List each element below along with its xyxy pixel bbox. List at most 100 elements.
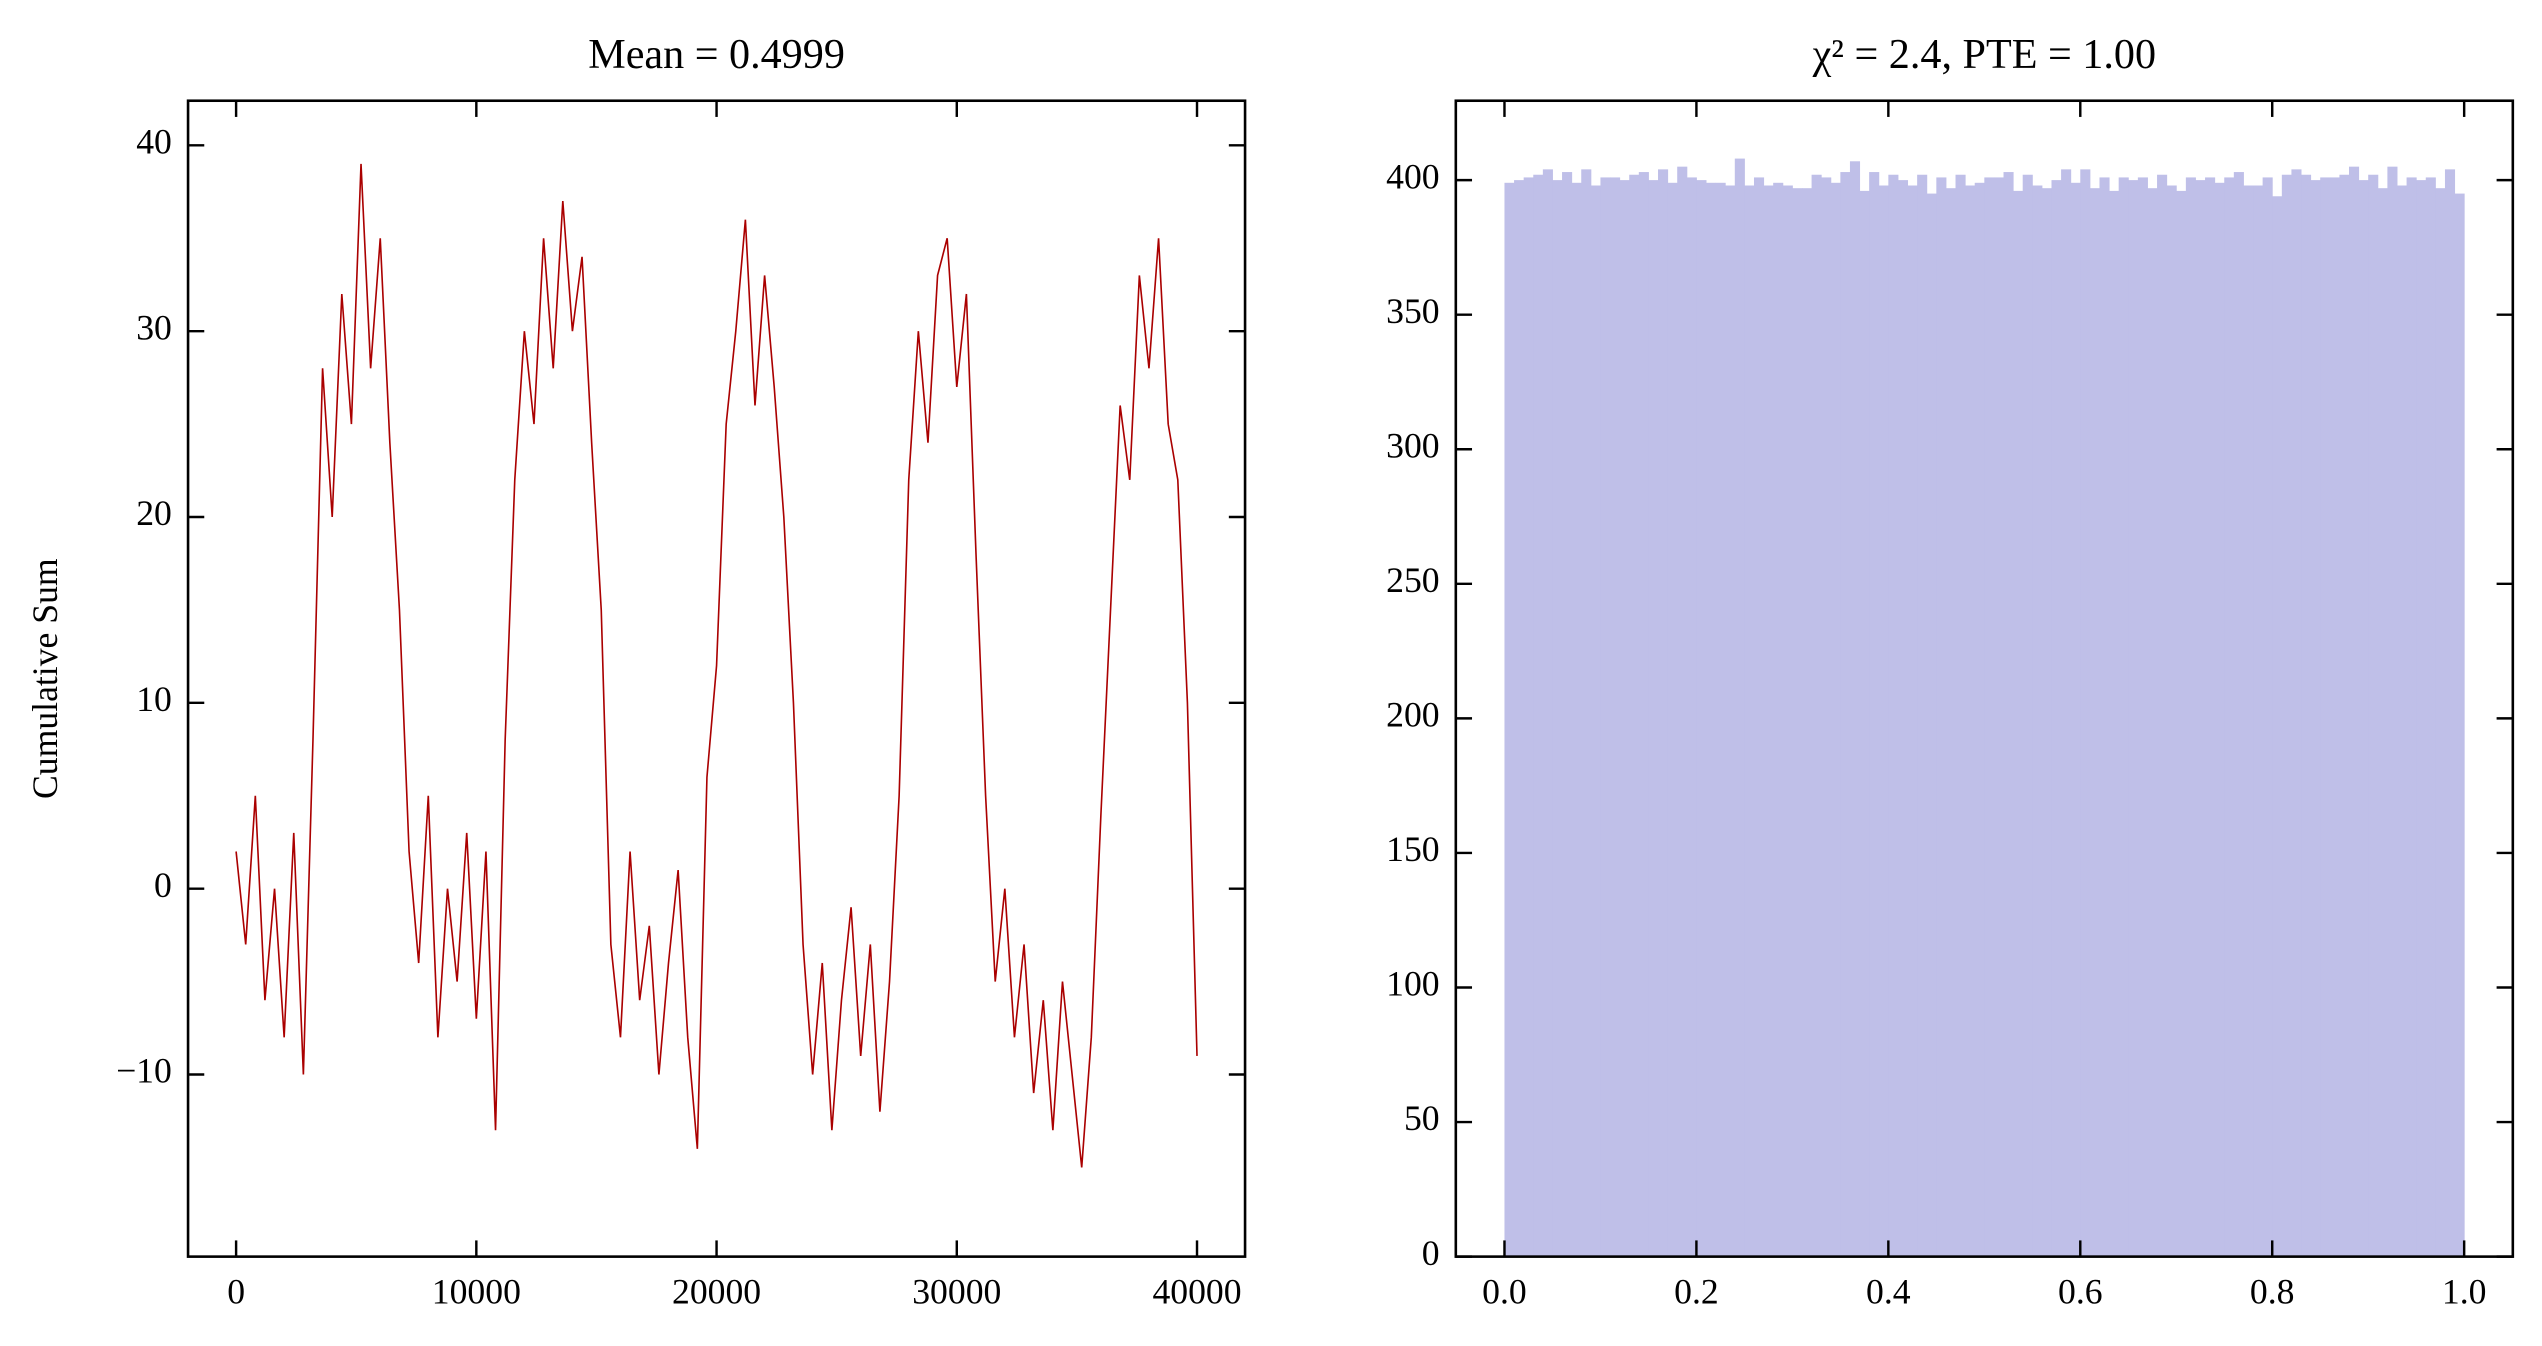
histogram-bar [1773, 182, 1784, 1257]
histogram-bar [2301, 174, 2312, 1257]
histogram-bar [1753, 177, 1765, 1257]
histogram-bar [2320, 177, 2331, 1257]
histogram-bar [1840, 172, 1851, 1257]
chart-title: χ² = 2.4, PTE = 1.00 [1812, 31, 2156, 78]
y-tick-label: 50 [1404, 1098, 1440, 1138]
x-tick-label: 0.6 [2058, 1272, 2103, 1312]
histogram-bar [2022, 174, 2033, 1257]
histogram-bar [2214, 182, 2225, 1257]
histogram-bar [2185, 177, 2196, 1257]
histogram-bar [1600, 177, 1611, 1257]
histogram-bar [1811, 174, 1822, 1257]
y-tick-label: 40 [136, 122, 172, 162]
histogram-bar [2041, 188, 2052, 1257]
histogram-bar [1533, 174, 1544, 1257]
histogram-bar [2137, 177, 2148, 1257]
y-tick-label: 400 [1386, 156, 1439, 196]
histogram-bar [1955, 174, 1966, 1257]
histogram-bar [2416, 180, 2427, 1257]
histogram-bar [2435, 188, 2446, 1257]
y-tick-label: 200 [1386, 695, 1439, 735]
histogram-bar [1936, 177, 1947, 1257]
x-tick-label: 30000 [912, 1272, 1001, 1312]
histogram-bar [1801, 188, 1813, 1257]
y-tick-label: 30 [136, 307, 172, 347]
histogram-bar [1715, 182, 1726, 1257]
histogram-bar [1993, 177, 2004, 1257]
histogram-bar [2339, 174, 2350, 1257]
histogram-bar [2444, 169, 2456, 1257]
histogram-bar [1686, 177, 1697, 1257]
y-tick-label: 10 [136, 679, 172, 719]
x-tick-label: 0.8 [2250, 1272, 2295, 1312]
histogram-bar [2281, 174, 2292, 1257]
histogram-bar [1859, 190, 1870, 1257]
plot-frame [186, 99, 1247, 1258]
histogram-bar [1658, 169, 1669, 1257]
histogram-bar [2262, 177, 2273, 1257]
y-tick-label: 300 [1386, 425, 1439, 465]
histogram-bar [2396, 185, 2408, 1257]
y-tick-label: 0 [154, 865, 172, 905]
y-tick-label: 150 [1386, 829, 1439, 869]
histogram-bar [2070, 182, 2081, 1257]
histogram-bar [1926, 193, 1937, 1257]
histogram-bar [1763, 185, 1774, 1257]
histogram-bar [2368, 174, 2379, 1257]
histogram-bar [2118, 177, 2129, 1257]
x-tick-label: 40000 [1152, 1272, 1241, 1312]
x-tick-label: 10000 [432, 1272, 521, 1312]
histogram-bar [1514, 180, 1525, 1257]
histogram-bar [2080, 169, 2091, 1257]
histogram-bar [2272, 196, 2283, 1257]
histogram-bar [1917, 174, 1928, 1257]
histogram-bar [2253, 185, 2264, 1257]
histogram-bar [1744, 185, 1755, 1257]
histogram-bar [1619, 180, 1630, 1257]
histogram-bar [2051, 180, 2062, 1257]
histogram-bar [2166, 185, 2177, 1257]
histogram-bar [2195, 180, 2206, 1257]
histogram-bar [2348, 166, 2360, 1257]
histogram-bar [2454, 193, 2465, 1257]
histogram-bar [1897, 180, 1909, 1257]
panel: 0 10000 20000 30000 40000 −10 0 10 20 30 40 Mean = … [25, 31, 1247, 1312]
histogram-bar [1734, 158, 1745, 1257]
histogram-bar [2233, 172, 2244, 1257]
histogram-bar [1869, 172, 1880, 1257]
histogram-bar [2109, 190, 2120, 1257]
histogram-bar [1821, 177, 1832, 1257]
histogram-bar [1648, 180, 1659, 1257]
histogram-bar [1562, 172, 1573, 1257]
histogram-bar [2176, 190, 2187, 1257]
histogram-bar [1888, 174, 1899, 1257]
y-tick-label: 0 [1422, 1233, 1440, 1273]
histogram-bar [2205, 177, 2216, 1257]
histogram-bar [2329, 177, 2340, 1257]
histogram-bar [1974, 182, 1985, 1257]
histogram-bar [2157, 174, 2168, 1257]
x-tick-label: 0.0 [1482, 1272, 1527, 1312]
x-tick-label: 0.4 [1866, 1272, 1911, 1312]
histogram-bar [2003, 172, 2014, 1257]
histogram-bar [2406, 177, 2417, 1257]
histogram-bar [2147, 188, 2158, 1257]
histogram-bar [1830, 182, 1841, 1257]
histogram-bar [2358, 180, 2369, 1257]
histogram-bar [1792, 188, 1803, 1257]
histogram-bar [2089, 188, 2100, 1257]
histogram-bar [1552, 180, 1563, 1257]
plot-frame [1454, 99, 2515, 1258]
histogram-bar [1849, 161, 1861, 1257]
x-tick-label: 0.2 [1674, 1272, 1719, 1312]
histogram-bar [1629, 174, 1640, 1257]
histogram-bar [2377, 188, 2388, 1257]
histogram-bar [1638, 172, 1649, 1257]
y-tick-label: −10 [116, 1051, 172, 1091]
histogram-bar [2224, 177, 2235, 1257]
histogram-bar [1523, 177, 1534, 1257]
histogram-bar [1725, 185, 1736, 1257]
histogram-bar [2425, 177, 2436, 1257]
histogram-bar [1984, 177, 1995, 1257]
